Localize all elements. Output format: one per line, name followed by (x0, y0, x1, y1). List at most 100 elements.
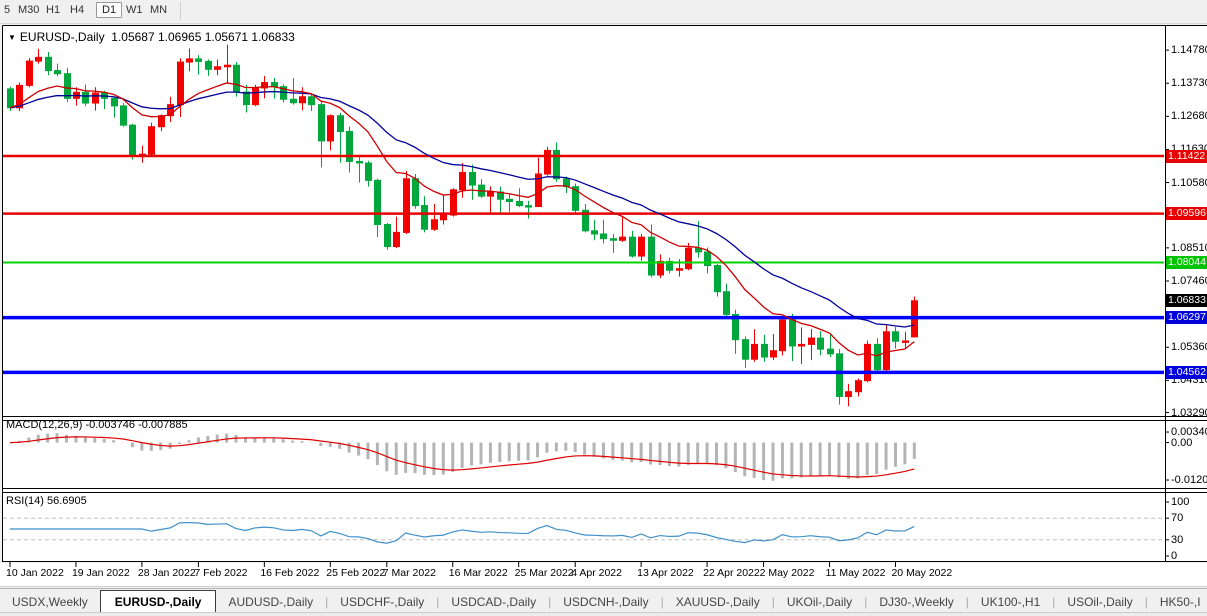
candle (798, 327, 805, 364)
candle (195, 55, 202, 75)
tab-audusd-daily[interactable]: AUDUSD-,Daily (228, 595, 314, 609)
candle (666, 257, 673, 274)
candle (346, 126, 353, 173)
candle (299, 87, 306, 111)
candle (657, 254, 664, 279)
tab-hk50-i[interactable]: HK50-,I (1159, 595, 1201, 609)
candle (35, 48, 42, 64)
ma-fast-line (9, 82, 915, 357)
timeframe-button-d1[interactable]: D1 (96, 2, 123, 18)
candle (808, 328, 815, 361)
candle (120, 103, 127, 127)
tab-dj30-weekly[interactable]: DJ30-,Weekly (879, 595, 954, 609)
tab-separator: | (1052, 595, 1056, 609)
timeframe-button-m30[interactable]: M30 (18, 4, 40, 16)
candle (280, 84, 287, 103)
timeframe-button-h4[interactable]: H4 (70, 4, 85, 16)
candle (874, 338, 881, 372)
candle (129, 123, 136, 160)
candle (167, 96, 174, 122)
timeframe-button-w1[interactable]: W1 (126, 4, 143, 16)
candle (855, 378, 862, 397)
candle (384, 222, 391, 250)
candle (723, 283, 730, 317)
candle (308, 92, 315, 111)
tab-separator: | (965, 595, 969, 609)
candle (770, 333, 777, 361)
candle (836, 349, 843, 405)
candle (82, 84, 89, 107)
timeframe-button-mn[interactable]: MN (150, 4, 168, 16)
tab-separator: | (864, 595, 868, 609)
candle (64, 67, 71, 103)
candle (827, 333, 834, 358)
tab-usdcad-daily[interactable]: USDCAD-,Daily (451, 595, 537, 609)
candle (600, 219, 607, 244)
chevron-down-icon[interactable]: ▼ (8, 33, 16, 42)
chart-title: ▼ EURUSD-,Daily 1.05687 1.06965 1.05671 1… (8, 30, 295, 44)
tab-separator: | (325, 595, 329, 609)
candle (525, 200, 532, 219)
candle (638, 233, 645, 261)
candle (186, 48, 193, 72)
candle (440, 194, 447, 225)
tab-usoil-daily[interactable]: USOil-,Daily (1067, 595, 1133, 609)
candle (26, 57, 33, 88)
toolbar-divider (180, 2, 181, 20)
candle (892, 327, 899, 349)
candle (582, 204, 589, 233)
candle (431, 204, 438, 231)
tab-separator: | (771, 595, 775, 609)
candle (610, 233, 617, 253)
candle (751, 329, 758, 362)
candle (902, 331, 909, 349)
candle (591, 219, 598, 241)
macd-indicator-label: MACD(12,26,9) -0.003746 -0.007885 (6, 419, 188, 431)
candle (779, 317, 786, 356)
candle (45, 51, 52, 76)
rsi-line (10, 521, 915, 544)
candle (883, 324, 890, 372)
candle (864, 340, 871, 383)
candle (403, 170, 410, 234)
tab-usdchf-daily[interactable]: USDCHF-,Daily (340, 595, 425, 609)
tab-separator: | (436, 595, 440, 609)
candle (704, 247, 711, 274)
candle (214, 59, 221, 76)
timeframe-button-h1[interactable]: H1 (46, 4, 61, 16)
candle (714, 263, 721, 297)
candle (845, 383, 852, 407)
tab-xauusd-daily[interactable]: XAUUSD-,Daily (675, 595, 760, 609)
candle (54, 63, 61, 77)
candle (243, 84, 250, 113)
candle (817, 331, 824, 356)
ohlc-values: 1.05687 1.06965 1.05671 1.06833 (111, 30, 295, 44)
candle (327, 114, 334, 151)
candle (205, 59, 212, 76)
macd-signal-line (9, 436, 915, 478)
symbol-tab-bar: USDX,Weekly EURUSD-,Daily AUDUSD-,Daily | US… (0, 588, 1207, 616)
tab-separator: | (1144, 595, 1148, 609)
tab-separator: | (548, 595, 552, 609)
tab-uk100-h1[interactable]: UK100-,H1 (980, 595, 1041, 609)
candle (469, 164, 476, 200)
tab-usdx-weekly[interactable]: USDX,Weekly (12, 595, 88, 609)
tab-eurusd-daily[interactable]: EURUSD-,Daily (99, 590, 217, 615)
tab-separator: | (660, 595, 664, 609)
candle (506, 194, 513, 212)
candle (356, 156, 363, 183)
candle (459, 163, 466, 198)
candle (148, 122, 155, 157)
candle (374, 178, 381, 238)
tab-usdcnh-daily[interactable]: USDCNH-,Daily (563, 595, 649, 609)
candle (742, 336, 749, 368)
candle (761, 334, 768, 362)
candle (224, 44, 231, 83)
candle (365, 160, 372, 187)
tab-ukoil-daily[interactable]: UKOil-,Daily (786, 595, 853, 609)
timeframe-button-5[interactable]: 5 (4, 4, 11, 16)
candle (337, 112, 344, 163)
candle (685, 242, 692, 271)
